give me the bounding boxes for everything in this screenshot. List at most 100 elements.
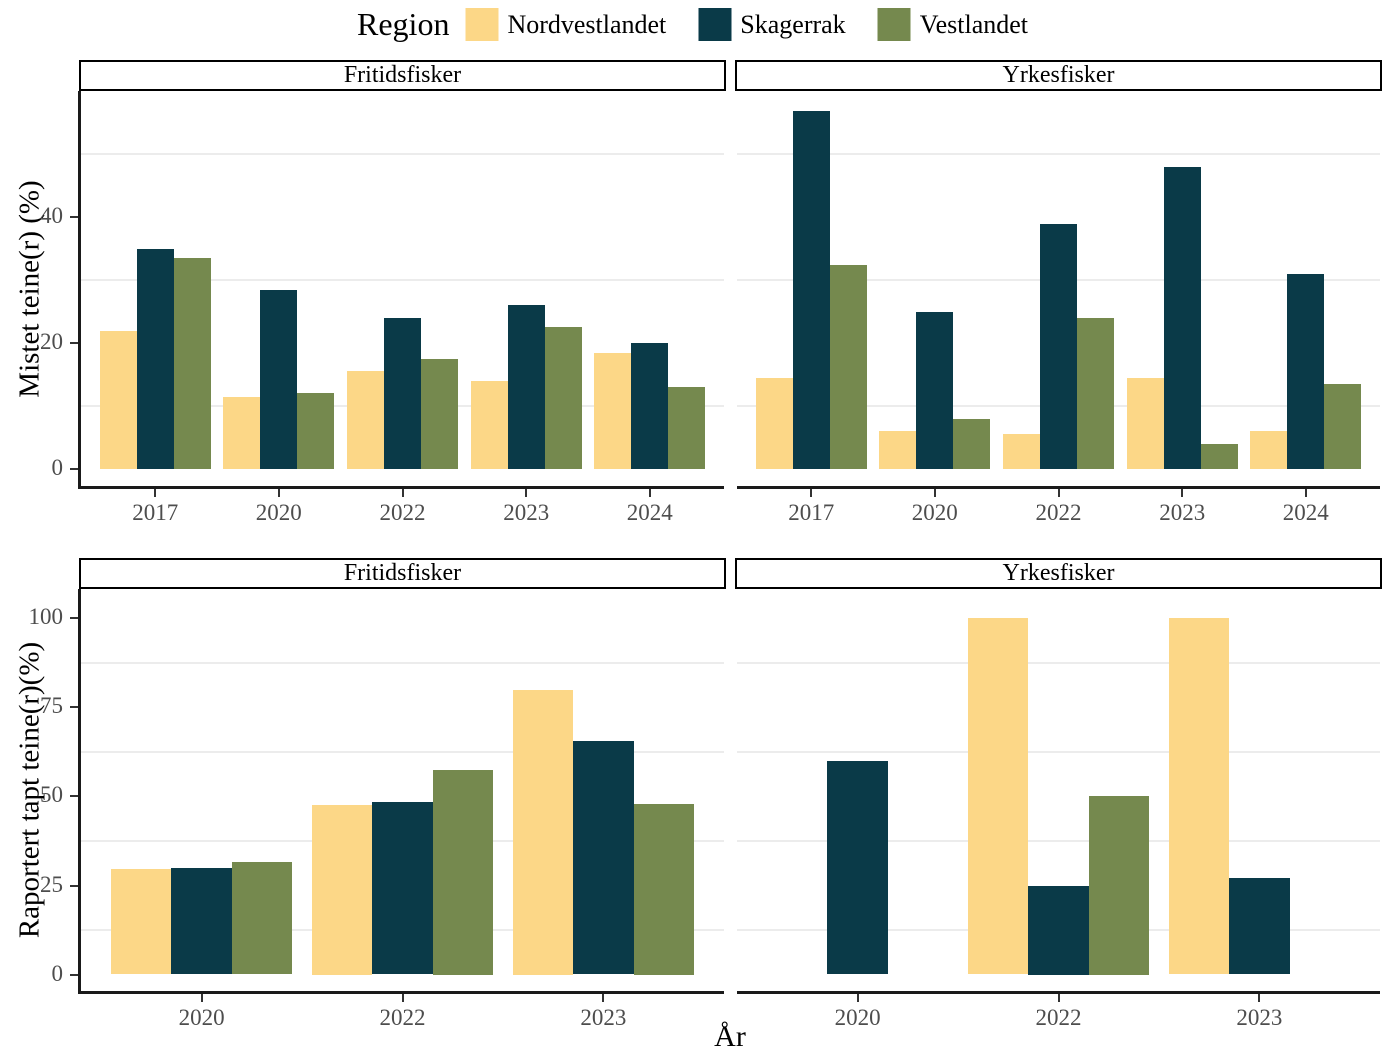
x-tick — [1181, 489, 1184, 497]
bar-vestlandet-2022 — [432, 769, 493, 975]
x-tick-label: 2022 — [1035, 500, 1082, 525]
y-tick-label: 0 — [51, 960, 64, 986]
y-tick — [70, 706, 78, 709]
legend-item-nordvestlandet: Nordvestlandet — [465, 8, 666, 41]
bar-vestlandet-2023 — [633, 803, 694, 975]
y-tick — [70, 795, 78, 798]
facet-strip-label: Yrkesfisker — [1002, 560, 1115, 586]
bar-nordvestlandet-2017 — [99, 330, 137, 469]
bar-vestlandet-2024 — [668, 387, 706, 469]
x-tick-label: 2017 — [132, 500, 179, 525]
bar-nordvestlandet-2023 — [513, 689, 574, 975]
legend-item-skagerrak: Skagerrak — [698, 8, 846, 41]
minor-gridline — [737, 750, 1380, 753]
facet-strip-label: Yrkesfisker — [1002, 62, 1115, 88]
x-tick-label: 2022 — [379, 1005, 426, 1030]
x-tick-label: 2023 — [580, 1005, 627, 1030]
legend-label: Nordvestlandet — [507, 9, 667, 39]
bar-skagerrak-2017 — [792, 110, 830, 469]
facet-strip-top-fritidsfisker: Fritidsfisker — [79, 60, 726, 91]
minor-gridline — [81, 153, 724, 156]
x-tick-label: 2017 — [788, 500, 835, 525]
bar-skagerrak-2020 — [171, 867, 232, 975]
x-tick — [1304, 489, 1307, 497]
bar-nordvestlandet-2024 — [594, 352, 632, 469]
x-tick — [810, 489, 813, 497]
x-tick — [200, 994, 203, 1002]
bar-skagerrak-2024 — [1287, 273, 1325, 469]
bar-vestlandet-2022 — [1088, 796, 1149, 975]
bar-skagerrak-2023 — [1163, 167, 1201, 469]
x-axis-line — [737, 991, 1380, 994]
bar-skagerrak-2024 — [631, 343, 669, 469]
x-tick-label: 2023 — [1236, 1005, 1283, 1030]
x-axis-line — [737, 486, 1380, 489]
y-tick — [70, 884, 78, 887]
bar-nordvestlandet-2023 — [1126, 377, 1164, 469]
bar-vestlandet-2017 — [829, 264, 867, 469]
bar-skagerrak-2022 — [384, 317, 422, 469]
x-axis-line — [81, 486, 724, 489]
bar-vestlandet-2020 — [297, 393, 335, 469]
legend-swatch-vestlandet — [877, 8, 911, 41]
x-tick-label: 2022 — [379, 500, 426, 525]
bar-skagerrak-2023 — [573, 741, 634, 975]
bar-nordvestlandet-2020 — [879, 431, 917, 469]
legend-swatch-nordvestlandet — [465, 8, 499, 41]
facet-strip-label: Fritidsfisker — [343, 62, 462, 88]
x-tick — [1057, 994, 1060, 1002]
legend-label: Skagerrak — [740, 9, 846, 39]
legend-label: Vestlandet — [919, 9, 1028, 39]
x-axis-line — [81, 991, 724, 994]
x-tick — [648, 489, 651, 497]
facet-strip-top-yrkesfisker: Yrkesfisker — [735, 60, 1382, 91]
bar-nordvestlandet-2023 — [1169, 618, 1230, 975]
minor-gridline — [737, 661, 1380, 664]
bar-vestlandet-2017 — [173, 258, 211, 469]
bar-nordvestlandet-2017 — [755, 377, 793, 469]
panel-yrkesfisker-0 — [737, 91, 1380, 487]
y-tick-label: 50 — [40, 782, 63, 808]
bar-nordvestlandet-2023 — [470, 380, 508, 469]
legend-item-vestlandet: Vestlandet — [877, 8, 1028, 41]
y-tick — [70, 467, 78, 470]
bar-vestlandet-2023 — [544, 327, 582, 469]
x-tick-label: 2020 — [255, 500, 302, 525]
facet-strip-bottom-fritidsfisker: Fritidsfisker — [79, 558, 726, 589]
bar-nordvestlandet-2020 — [111, 869, 172, 975]
bar-skagerrak-2022 — [372, 801, 433, 975]
bar-nordvestlandet-2022 — [346, 371, 384, 469]
y-tick-label: 40 — [40, 203, 63, 229]
x-tick — [856, 994, 859, 1002]
panel-fritidsfisker-0 — [81, 91, 724, 487]
bar-skagerrak-2020 — [260, 289, 298, 469]
facet-strip-label: Fritidsfisker — [343, 560, 462, 586]
bar-skagerrak-2020 — [827, 760, 888, 975]
bar-vestlandet-2022 — [1077, 317, 1115, 469]
minor-gridline — [81, 279, 724, 282]
x-tick — [154, 489, 157, 497]
y-tick-label: 0 — [51, 454, 64, 480]
bar-skagerrak-2022 — [1028, 885, 1089, 975]
x-axis-title: År — [714, 1020, 746, 1053]
bar-nordvestlandet-2022 — [968, 618, 1029, 975]
y-tick-label: 20 — [40, 329, 63, 355]
bar-nordvestlandet-2022 — [1002, 434, 1040, 469]
x-tick — [401, 994, 404, 1002]
bar-vestlandet-2020 — [231, 862, 292, 975]
bar-skagerrak-2023 — [1229, 878, 1290, 975]
x-tick — [525, 489, 528, 497]
minor-gridline — [737, 153, 1380, 156]
x-tick-label: 2020 — [178, 1005, 225, 1030]
bar-nordvestlandet-2020 — [223, 396, 261, 469]
x-tick-label: 2024 — [626, 500, 673, 525]
bar-skagerrak-2020 — [916, 311, 954, 469]
bar-skagerrak-2017 — [136, 248, 174, 469]
y-tick-label: 75 — [40, 693, 63, 719]
y-tick-label: 25 — [40, 871, 63, 897]
x-tick-label: 2020 — [834, 1005, 881, 1030]
panel-fritidsfisker-1 — [81, 589, 724, 992]
x-tick — [401, 489, 404, 497]
x-tick-label: 2023 — [503, 500, 550, 525]
